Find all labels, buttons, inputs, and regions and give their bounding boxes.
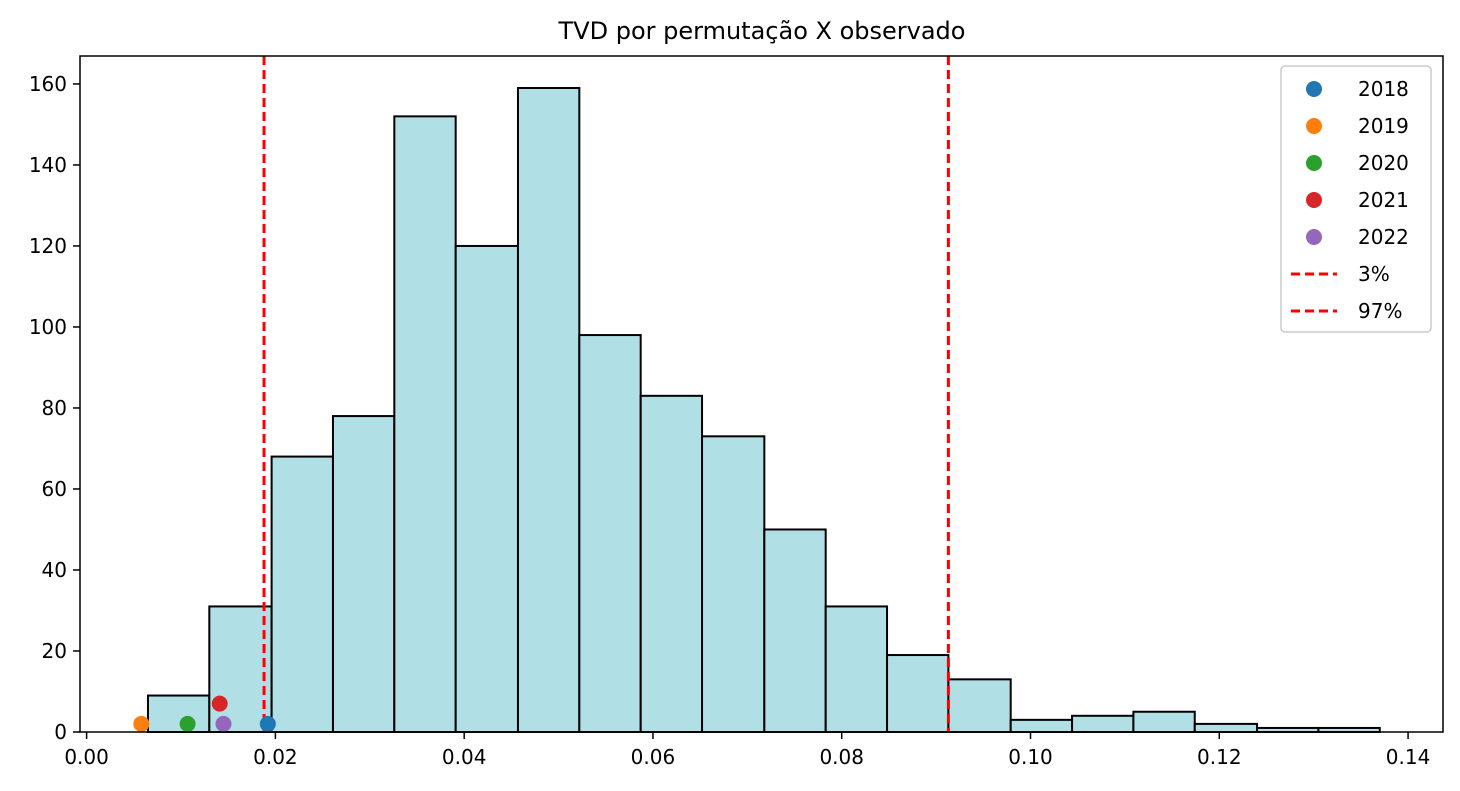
y-tick-label: 100 <box>29 315 67 339</box>
x-tick-label: 0.00 <box>64 745 109 769</box>
histogram-bar <box>886 654 950 734</box>
histogram-bar <box>454 244 519 733</box>
histogram-bar <box>947 678 1012 733</box>
observed-points <box>133 695 276 732</box>
x-axis: 0.00 0.02 0.04 0.06 0.08 0.10 0.12 0.14 <box>64 732 1430 769</box>
percentile-lines <box>262 56 950 732</box>
observed-point <box>179 715 196 732</box>
histogram-bar <box>270 455 334 733</box>
legend-label: 2022 <box>1358 225 1409 249</box>
legend: 2018 2019 2020 2021 2022 3% 97% <box>1280 65 1432 333</box>
legend-label: 2020 <box>1358 151 1409 175</box>
plot-frame <box>79 55 1444 733</box>
x-tick-label: 0.08 <box>819 745 864 769</box>
observed-point <box>133 715 150 732</box>
histogram-bar <box>208 605 273 733</box>
chart-title: TVD por permutação X observado <box>558 17 966 45</box>
legend-marker <box>1306 155 1322 171</box>
histogram-bar <box>639 394 704 733</box>
x-tick-label: 0.10 <box>1008 745 1053 769</box>
y-tick-label: 60 <box>42 477 67 501</box>
legend-marker <box>1306 81 1322 97</box>
histogram-bar <box>763 528 827 733</box>
legend-label: 2019 <box>1358 114 1409 138</box>
histogram-bar <box>331 415 396 733</box>
histogram-bar <box>1071 714 1135 734</box>
histogram-bar <box>516 86 581 733</box>
y-tick-label: 20 <box>42 639 67 663</box>
legend-marker <box>1306 229 1322 245</box>
histogram-bar <box>393 115 457 733</box>
histogram-bar <box>146 694 211 734</box>
y-tick-label: 120 <box>29 234 67 258</box>
x-tick-label: 0.14 <box>1386 745 1431 769</box>
legend-label: 2021 <box>1358 188 1409 212</box>
histogram-bar <box>1132 710 1196 733</box>
x-tick-label: 0.06 <box>631 745 676 769</box>
y-tick-label: 140 <box>29 153 67 177</box>
legend-label: 2018 <box>1358 77 1409 101</box>
x-tick-label: 0.02 <box>253 745 298 769</box>
observed-point <box>259 715 276 732</box>
observed-point <box>211 695 228 712</box>
observed-point <box>215 715 232 732</box>
legend-marker <box>1306 118 1322 134</box>
y-tick-label: 80 <box>42 396 67 420</box>
x-tick-label: 0.04 <box>442 745 487 769</box>
histogram-bar <box>578 334 642 733</box>
histogram-bar <box>824 605 889 733</box>
y-tick-label: 0 <box>54 720 67 744</box>
y-axis: 0 20 40 60 80 100 120 140 160 <box>29 72 80 744</box>
y-tick-label: 40 <box>42 558 67 582</box>
y-tick-label: 160 <box>29 72 67 96</box>
histogram-bar <box>1009 718 1074 733</box>
x-tick-label: 0.12 <box>1197 745 1242 769</box>
histogram-bar <box>1193 722 1259 734</box>
legend-label: 3% <box>1358 262 1390 286</box>
legend-label: 97% <box>1358 299 1402 323</box>
histogram-bars <box>146 86 1381 734</box>
legend-marker <box>1306 192 1322 208</box>
histogram-bar <box>701 435 766 733</box>
